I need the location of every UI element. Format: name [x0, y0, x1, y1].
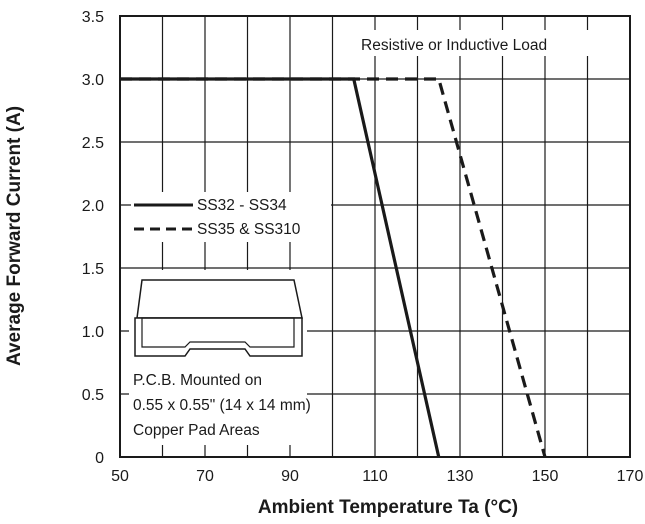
y-tick-label: 1.0 — [82, 324, 104, 341]
x-tick-label: 170 — [617, 468, 644, 485]
y-tick-label: 2.5 — [82, 135, 104, 152]
plot-frame — [119, 15, 631, 458]
y-tick-labels: 0 0.5 1.0 1.5 2.0 2.5 3.0 3.5 — [82, 9, 104, 467]
legend: SS32 - SS34 SS35 & SS310 — [131, 192, 331, 242]
x-tick-label: 130 — [447, 468, 474, 485]
y-tick-label: 3.5 — [82, 9, 104, 26]
x-tick-labels: 50 70 90 110 130 150 170 — [111, 468, 643, 485]
x-tick-label: 110 — [362, 468, 388, 485]
legend-bg — [131, 192, 331, 242]
x-tick-label: 50 — [111, 468, 129, 485]
y-tick-label: 0 — [95, 450, 104, 467]
series-lines — [120, 77, 547, 458]
pcb-note-line1: P.C.B. Mounted on — [133, 372, 262, 389]
series-line-2 — [120, 77, 547, 458]
x-axis-title: Ambient Temperature Ta (°C) — [258, 497, 518, 518]
package-outline-drawing — [129, 270, 307, 445]
x-tick-label: 70 — [196, 468, 214, 485]
x-tick-label: 150 — [532, 468, 559, 485]
pcb-note-line2: 0.55 x 0.55" (14 x 14 mm) — [133, 397, 311, 414]
legend-label-ss32: SS32 - SS34 — [197, 197, 287, 214]
y-tick-label: 1.5 — [82, 261, 104, 278]
grid — [120, 16, 630, 457]
y-tick-label: 3.0 — [82, 72, 104, 89]
y-tick-label: 2.0 — [82, 198, 104, 215]
x-tick-label: 90 — [281, 468, 299, 485]
load-annotation-bg — [352, 30, 604, 56]
load-annotation: Resistive or Inductive Load — [361, 37, 547, 54]
pcb-note-line3: Copper Pad Areas — [133, 422, 260, 439]
y-tick-label: 0.5 — [82, 387, 104, 404]
legend-label-ss35: SS35 & SS310 — [197, 221, 301, 238]
y-axis-title: Average Forward Current (A) — [4, 106, 25, 366]
